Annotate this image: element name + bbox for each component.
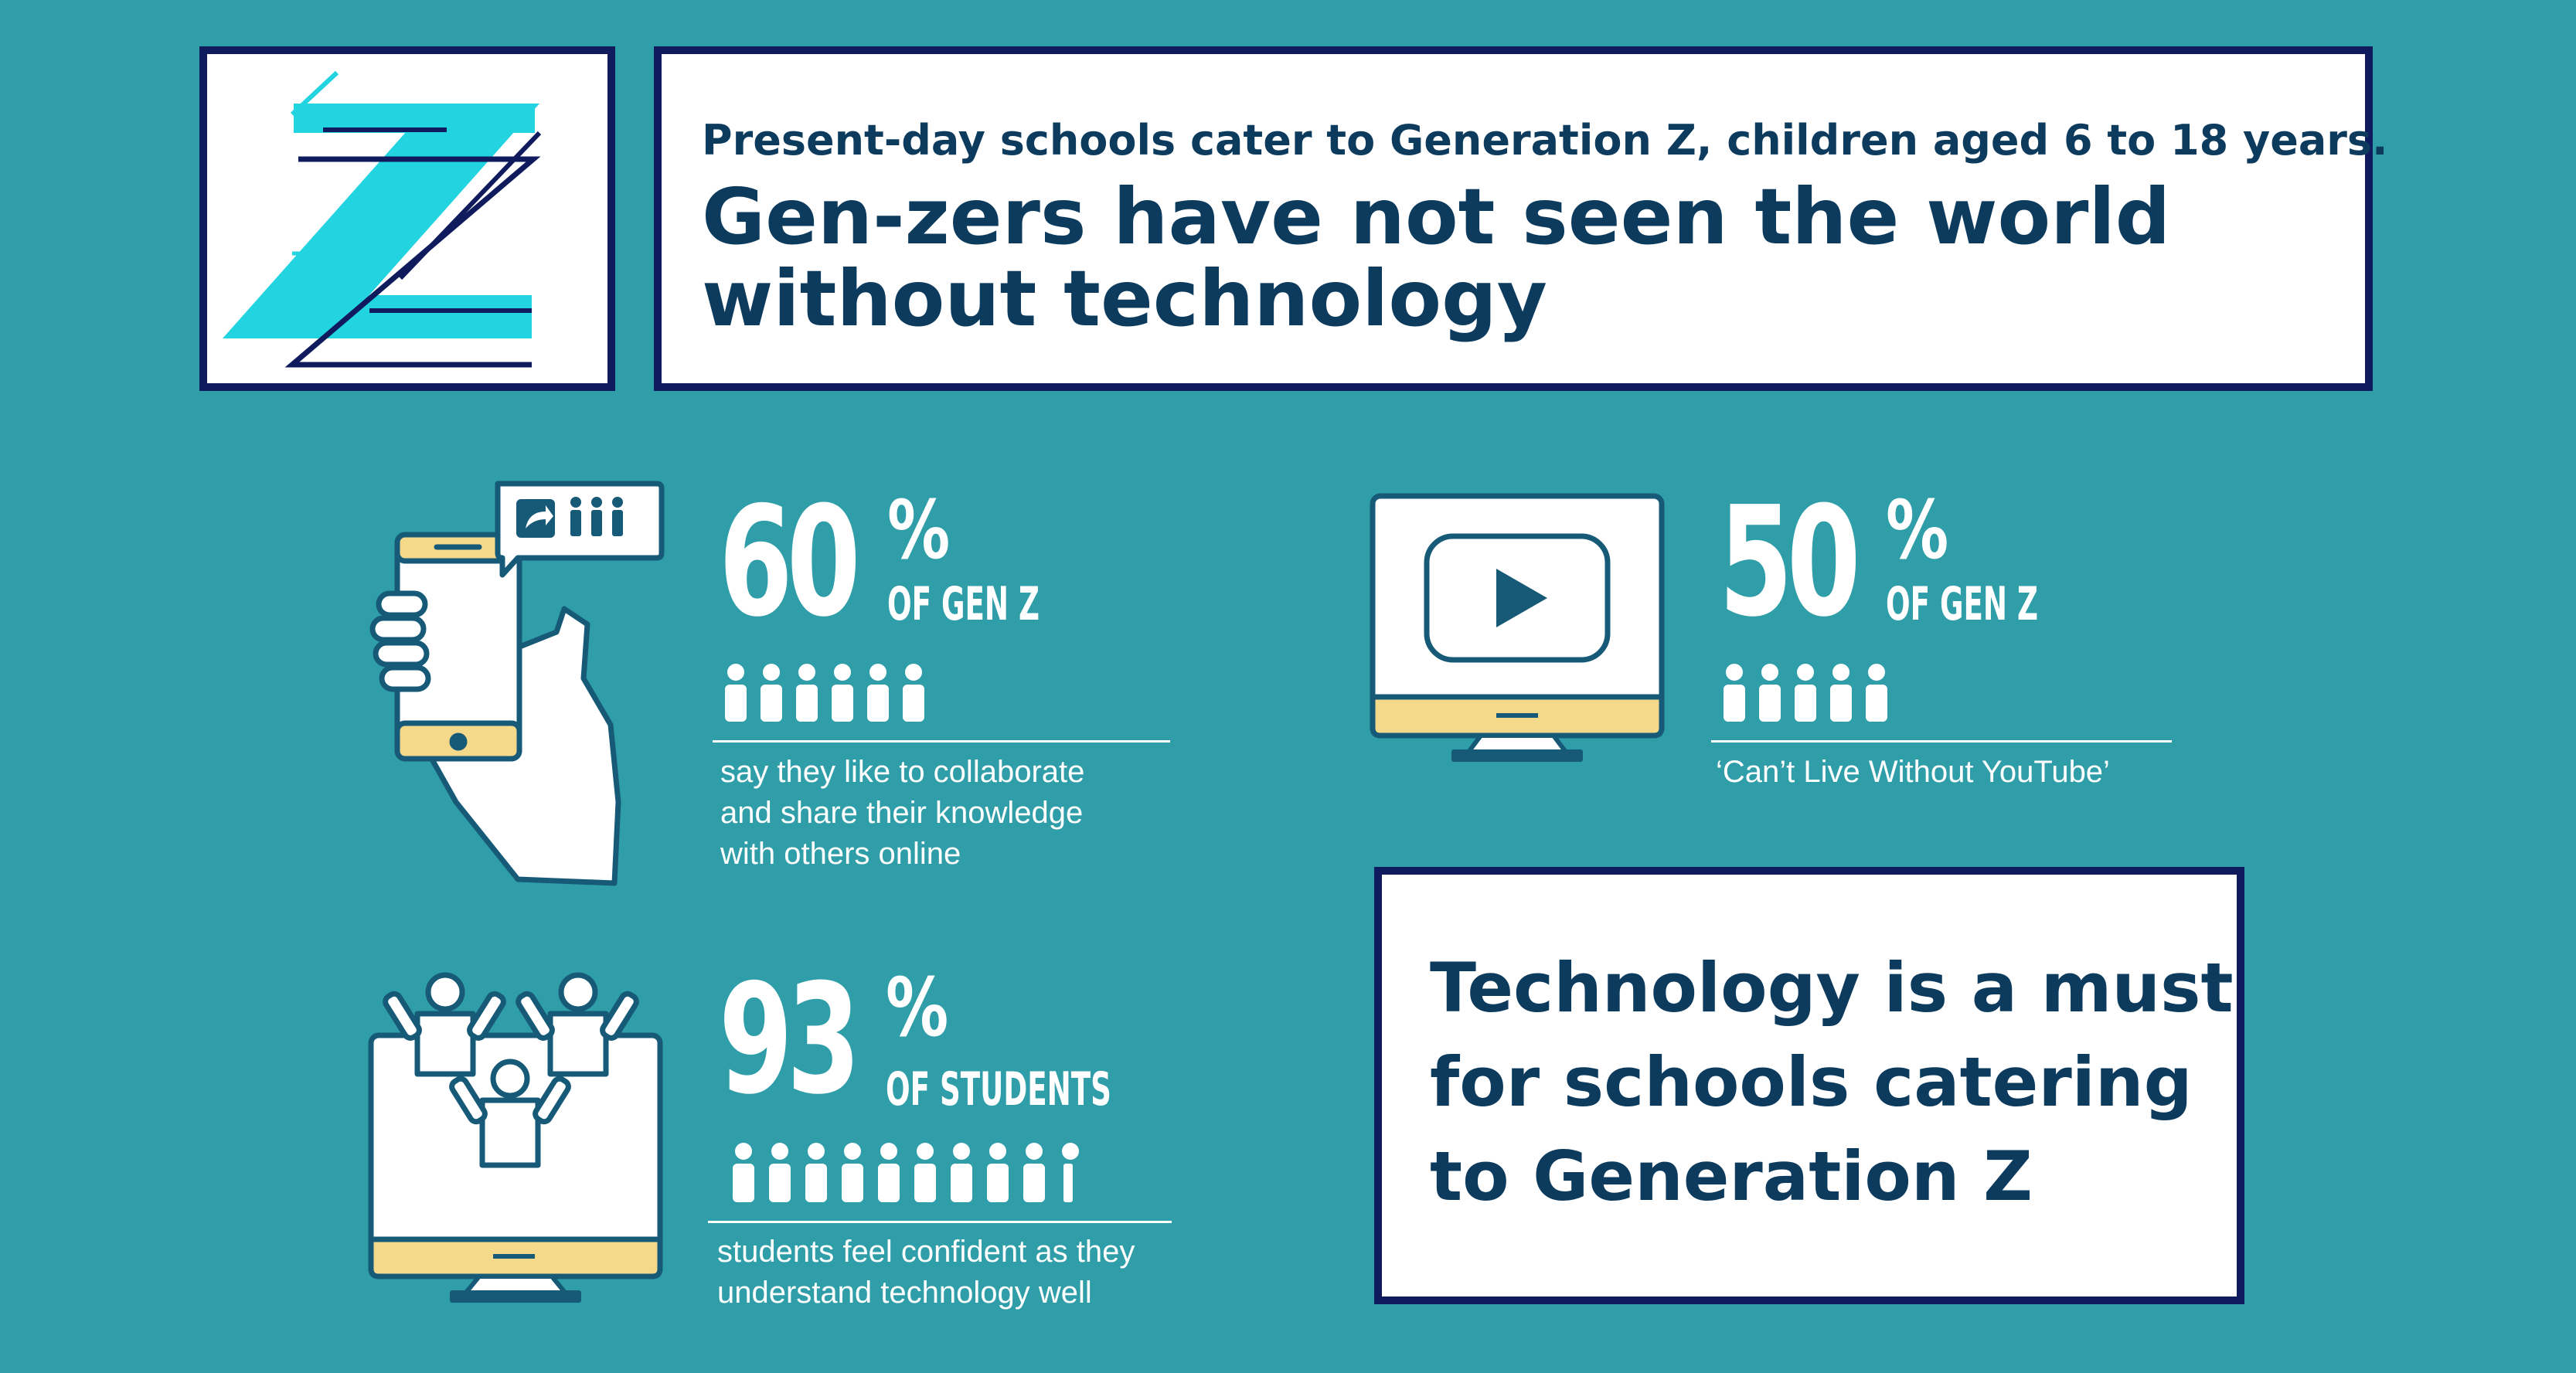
stat-3-people-icons [733, 1143, 1079, 1202]
stat-3-divider [708, 1221, 1172, 1223]
stat-3-description-line: students feel confident as they [717, 1235, 1135, 1269]
stat-3-group: OF STUDENTS [886, 1062, 1111, 1116]
stat-1-description-line: say they like to collaborate [720, 755, 1085, 789]
stat-1-percent: % [887, 483, 951, 577]
stat-2-description-line: ‘Can’t Live Without YouTube’ [1716, 755, 2110, 789]
stat-2-percent: % [1886, 483, 1949, 577]
intro-text: Present-day schools cater to Generation … [702, 116, 2388, 165]
stat-2-group: OF GEN Z [1886, 577, 2038, 631]
monitor-students-icon [368, 972, 663, 1303]
headline-box: Present-day schools cater to Generation … [654, 46, 2388, 391]
stat-2-divider [1711, 740, 2172, 743]
stat-1-group: OF GEN Z [887, 577, 1040, 631]
stat-1-description-line: with others online [720, 837, 961, 871]
stat-1-description: say they like to collaborate and share t… [720, 752, 1084, 875]
phone-share-icon [369, 481, 665, 886]
monitor-play-icon [1370, 493, 1665, 762]
z-letter-icon [223, 70, 542, 368]
stat-1-divider [713, 740, 1170, 743]
stat-2-description: ‘Can’t Live Without YouTube’ [1716, 752, 2110, 793]
stat-3-percent: % [886, 960, 949, 1055]
headline-title: Gen-zers have not seen the world without… [702, 172, 2171, 344]
stat-3-description-line: understand technology well [717, 1276, 1092, 1310]
gen-z-logo-box [199, 46, 615, 391]
callout-text: Technology is a must for schools caterin… [1430, 948, 2234, 1216]
callout-box: Technology is a must for schools caterin… [1374, 867, 2244, 1304]
stat-2-people-icons [1724, 664, 1887, 722]
stat-1-description-line: and share their knowledge [720, 796, 1084, 830]
stat-1-number: 60 [719, 474, 861, 651]
stat-2-number: 50 [1719, 474, 1861, 651]
stat-3-description: students feel confident as they understa… [717, 1232, 1135, 1314]
stat-3-number: 93 [719, 952, 861, 1128]
stat-1-people-icons [725, 664, 924, 722]
